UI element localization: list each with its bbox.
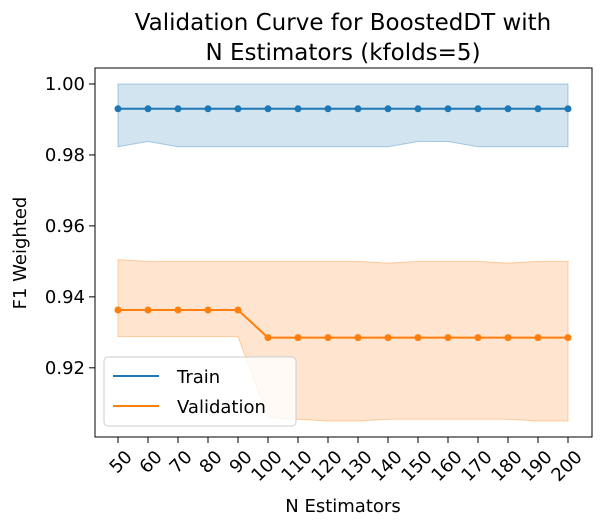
point-train — [414, 105, 422, 113]
point-train — [384, 105, 392, 113]
series-points — [114, 105, 572, 342]
plot-frame — [94, 67, 593, 438]
point-train — [324, 105, 332, 113]
point-validation — [444, 334, 452, 342]
point-validation — [474, 334, 482, 342]
point-validation — [204, 306, 212, 314]
point-validation — [534, 334, 542, 342]
point-validation — [504, 334, 512, 342]
x-tick-label: 170 — [457, 447, 496, 486]
x-tick-label: 100 — [247, 447, 286, 486]
point-train — [564, 105, 572, 113]
point-train — [474, 105, 482, 113]
x-tick-label: 140 — [367, 447, 406, 486]
point-validation — [144, 306, 152, 314]
point-train — [444, 105, 452, 113]
legend: Train Validation — [103, 356, 297, 427]
point-train — [234, 105, 242, 113]
point-train — [264, 105, 272, 113]
point-train — [114, 105, 122, 113]
point-validation — [414, 334, 422, 342]
x-tick-label: 120 — [307, 447, 346, 486]
x-tick-label: 130 — [337, 447, 376, 486]
point-validation — [354, 334, 362, 342]
point-train — [204, 105, 212, 113]
point-validation — [264, 334, 272, 342]
y-tick-label: 0.94 — [45, 287, 85, 308]
point-validation — [384, 334, 392, 342]
line-validation — [118, 308, 568, 339]
x-tick-label: 190 — [517, 447, 556, 486]
point-validation — [234, 306, 242, 314]
x-tick-label: 160 — [427, 447, 466, 486]
point-train — [294, 105, 302, 113]
x-tick-label: 110 — [277, 447, 316, 486]
point-validation — [294, 334, 302, 342]
chart-title-line-1: Validation Curve for BoostedDT with — [135, 10, 552, 36]
x-tick-label: 180 — [487, 447, 526, 486]
legend-box — [103, 356, 297, 427]
x-tick-label: 50 — [106, 447, 137, 478]
x-tick-label: 60 — [136, 447, 167, 478]
x-tick-label: 200 — [547, 447, 586, 486]
point-validation — [324, 334, 332, 342]
y-tick-label: 1.00 — [45, 74, 85, 95]
y-tick-label: 0.92 — [45, 358, 85, 379]
point-train — [354, 105, 362, 113]
point-validation — [564, 334, 572, 342]
legend-label-validation: Validation — [177, 397, 266, 418]
confidence-bands — [117, 83, 569, 422]
y-axis-ticks: 0.92 0.94 0.96 0.98 1.00 — [45, 74, 95, 379]
y-tick-label: 0.98 — [45, 145, 85, 166]
point-train — [174, 105, 182, 113]
y-axis-label: F1 Weighted — [10, 197, 31, 310]
series-lines — [118, 107, 568, 339]
x-axis-ticks: 5060708090100110120130140150160170180190… — [106, 437, 587, 486]
point-train — [534, 105, 542, 113]
legend-label-train: Train — [176, 367, 220, 388]
point-train — [504, 105, 512, 113]
x-tick-label: 150 — [397, 447, 436, 486]
band-train — [117, 83, 569, 148]
point-validation — [174, 306, 182, 314]
chart-title-line-2: N Estimators (kfolds=5) — [205, 40, 480, 66]
x-tick-label: 80 — [196, 447, 227, 478]
x-tick-label: 70 — [166, 447, 197, 478]
x-axis-label: N Estimators — [285, 496, 400, 517]
point-train — [144, 105, 152, 113]
y-tick-label: 0.96 — [45, 216, 85, 237]
point-validation — [114, 306, 122, 314]
